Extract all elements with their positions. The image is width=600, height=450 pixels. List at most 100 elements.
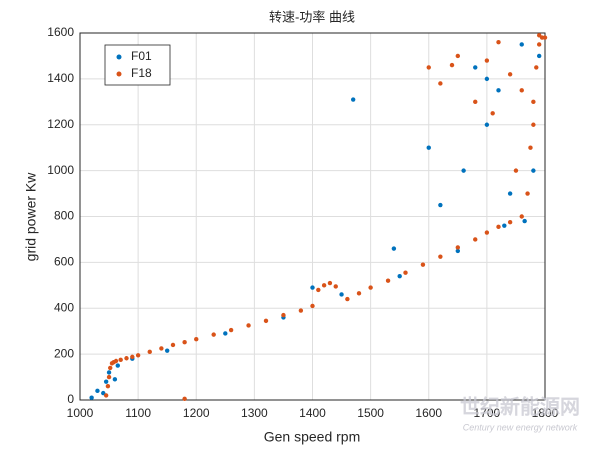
point [182, 339, 187, 345]
x-tick-label: 1200 [183, 406, 210, 420]
x-tick-label: 1000 [67, 406, 94, 420]
point [106, 374, 112, 380]
legend-label: F01 [131, 49, 152, 63]
point [246, 323, 251, 328]
y-tick-label: 600 [54, 255, 74, 269]
watermark: 世纪新能源网 [460, 394, 580, 418]
point [345, 296, 350, 302]
point [228, 327, 234, 333]
point [310, 303, 315, 309]
y-tick-label: 200 [54, 346, 74, 360]
point [391, 246, 397, 251]
y-tick-label: 1600 [47, 25, 74, 39]
point [118, 357, 123, 363]
point [135, 353, 141, 358]
point [103, 393, 109, 398]
x-tick-label: 1600 [415, 406, 442, 420]
point [316, 287, 321, 293]
point [385, 278, 391, 283]
point [420, 262, 426, 267]
point [112, 377, 118, 382]
point [484, 58, 490, 63]
point [502, 223, 507, 228]
point [496, 39, 501, 45]
x-tick-label: 1800 [532, 406, 559, 420]
point [536, 42, 542, 47]
point [496, 88, 501, 93]
point [356, 291, 362, 296]
legend-marker [116, 54, 122, 60]
point [449, 62, 455, 68]
point [484, 230, 490, 235]
point [108, 365, 113, 371]
point [525, 191, 530, 196]
point [368, 285, 373, 290]
point [438, 202, 443, 208]
point [513, 168, 519, 173]
y-tick-label: 400 [54, 300, 74, 314]
point [507, 72, 513, 77]
point [507, 191, 513, 196]
point [211, 332, 216, 337]
y-tick-label: 1000 [47, 163, 74, 177]
point [403, 270, 408, 275]
point [89, 395, 94, 400]
point [339, 292, 344, 297]
legend-label: F18 [131, 66, 152, 80]
point [455, 248, 461, 254]
x-tick-label: 1400 [299, 406, 326, 420]
point [397, 273, 402, 279]
y-tick-label: 0 [67, 392, 74, 406]
point [103, 379, 109, 384]
point [170, 342, 176, 348]
point [113, 358, 119, 364]
point [159, 346, 164, 351]
point [164, 348, 170, 353]
point [426, 145, 431, 150]
point [507, 220, 513, 225]
point [531, 122, 536, 127]
point [461, 168, 466, 173]
x-axis-label: Gen speed rpm [264, 429, 361, 445]
point [490, 111, 495, 116]
point [321, 283, 327, 288]
point [455, 53, 461, 59]
point [473, 237, 478, 242]
x-tick-label: 1100 [125, 406, 151, 420]
point [528, 145, 533, 150]
point [542, 35, 548, 40]
point [333, 284, 338, 289]
plot-frame [79, 32, 546, 401]
point [519, 88, 524, 93]
point [473, 99, 478, 105]
point [536, 53, 542, 59]
x-tick-label: 1700 [474, 406, 501, 420]
point [130, 354, 135, 360]
point [263, 318, 269, 324]
x-tick-label: 1500 [357, 406, 384, 420]
point [438, 81, 443, 86]
point [281, 312, 286, 318]
y-tick-label: 800 [54, 209, 74, 223]
watermark: Century new energy network [463, 422, 578, 432]
point [182, 396, 187, 402]
point [496, 224, 501, 230]
point [95, 388, 100, 394]
point [194, 337, 199, 342]
point [124, 356, 129, 361]
point [426, 65, 431, 70]
point [298, 308, 304, 313]
point [519, 42, 524, 47]
point [473, 65, 478, 70]
point [531, 168, 536, 173]
y-axis-label: grid power Kw [23, 172, 39, 262]
point [438, 254, 443, 259]
point [105, 384, 111, 389]
point [223, 331, 228, 336]
point [115, 363, 120, 368]
chart-title: 转速-功率 曲线 [269, 9, 355, 24]
point [310, 285, 315, 290]
point [455, 245, 461, 250]
y-tick-label: 1400 [47, 71, 74, 85]
